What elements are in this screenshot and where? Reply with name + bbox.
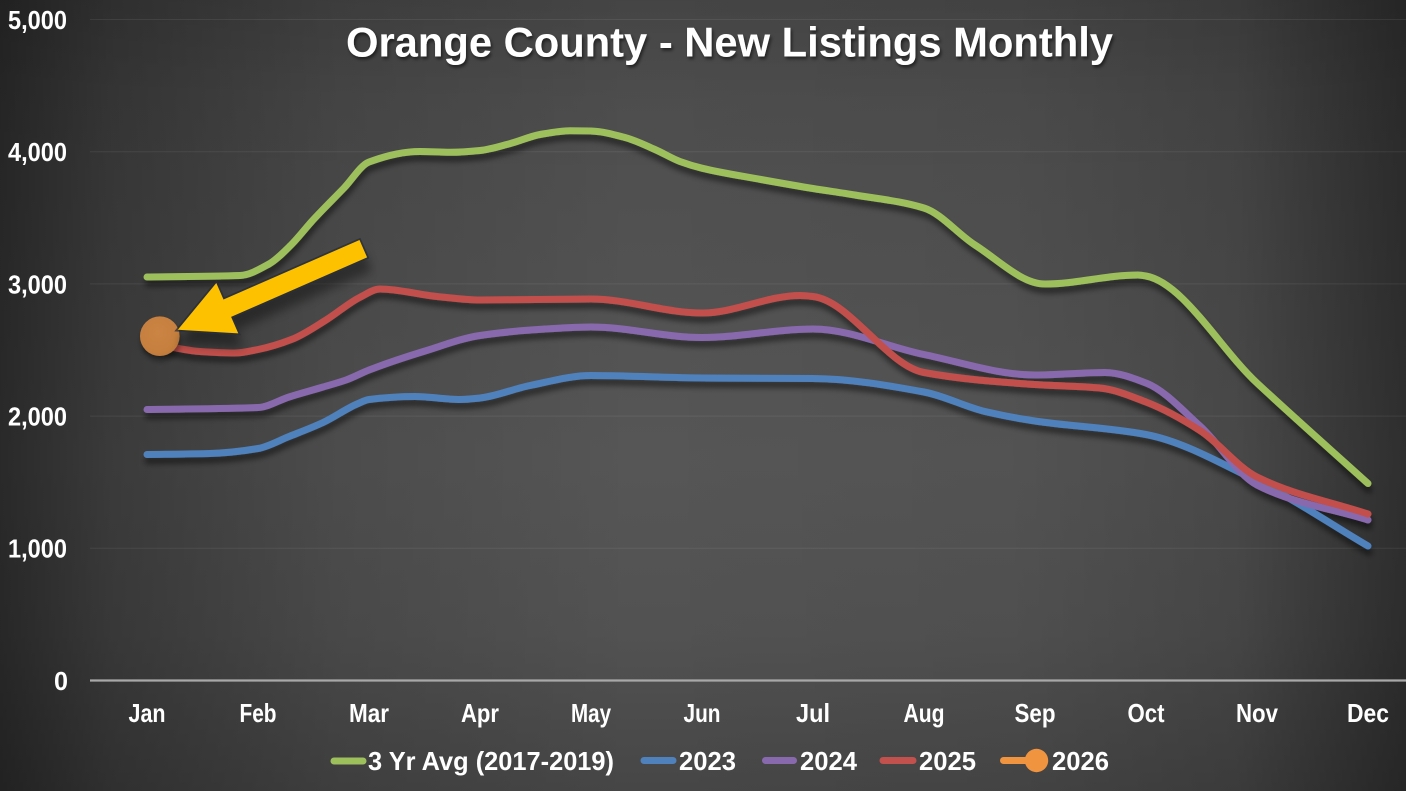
svg-text:Nov: Nov	[1236, 698, 1278, 728]
svg-text:Sep: Sep	[1015, 698, 1056, 728]
svg-text:4,000: 4,000	[8, 137, 67, 167]
svg-text:Feb: Feb	[240, 698, 277, 728]
svg-text:1,000: 1,000	[8, 534, 67, 564]
svg-text:3 Yr Avg (2017-2019): 3 Yr Avg (2017-2019)	[368, 746, 614, 776]
svg-text:Dec: Dec	[1347, 698, 1389, 728]
svg-text:2024: 2024	[800, 746, 858, 776]
svg-text:Jan: Jan	[129, 698, 166, 728]
svg-text:May: May	[571, 698, 611, 728]
svg-text:2023: 2023	[679, 746, 736, 776]
svg-text:2,000: 2,000	[8, 402, 67, 432]
svg-text:3,000: 3,000	[8, 269, 67, 299]
svg-text:Jun: Jun	[684, 698, 721, 728]
svg-text:5,000: 5,000	[8, 5, 67, 35]
svg-text:2026: 2026	[1052, 746, 1109, 776]
svg-text:Jul: Jul	[796, 698, 830, 728]
svg-text:2025: 2025	[919, 746, 976, 776]
svg-text:Aug: Aug	[904, 698, 945, 728]
svg-text:Oct: Oct	[1128, 698, 1165, 728]
svg-text:Mar: Mar	[349, 698, 389, 728]
svg-text:0: 0	[54, 666, 68, 696]
svg-text:Orange County - New Listings M: Orange County - New Listings Monthly	[346, 18, 1114, 65]
svg-text:Apr: Apr	[461, 698, 499, 728]
